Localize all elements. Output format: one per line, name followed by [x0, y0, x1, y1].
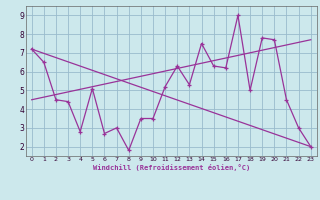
X-axis label: Windchill (Refroidissement éolien,°C): Windchill (Refroidissement éolien,°C): [92, 164, 250, 171]
